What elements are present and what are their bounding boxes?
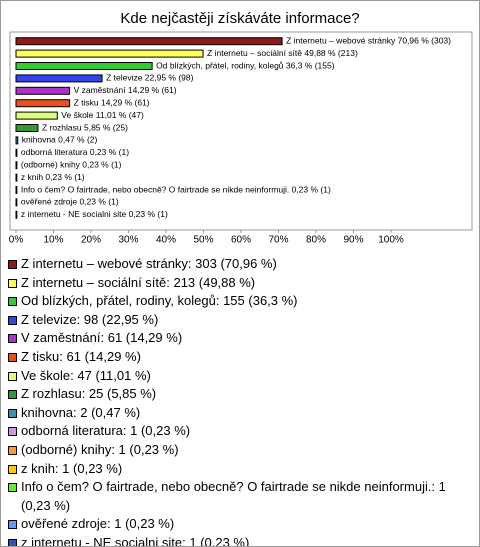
legend-label: odborná literatura: 1 (0,23 %) [21, 423, 191, 439]
legend-label: V zaměstnání: 61 (14,29 %) [21, 330, 183, 346]
legend-swatch [8, 445, 17, 455]
x-tick-label: 70% [268, 235, 288, 246]
bar [15, 37, 283, 46]
legend-label: (odborné) knihy: 1 (0,23 %) [21, 441, 179, 457]
bar-label: z internetu - NE socialni site 0,23 % (1… [21, 209, 168, 219]
legend-label: Od blízkých, přátel, rodiny, kolegů: 155… [21, 293, 298, 309]
x-tick-label: 10% [43, 235, 63, 246]
x-tick-label: 20% [81, 235, 101, 246]
bar-label: Z rozhlasu 5,85 % (25) [42, 122, 128, 132]
legend-item: Od blízkých, přátel, rodiny, kolegů: 155… [7, 292, 473, 311]
legend-item: ověřené zdroje: 1 (0,23 %) [7, 515, 473, 534]
legend: Z internetu – webové stránky: 303 (70,96… [7, 255, 473, 547]
legend-label: Z televize: 98 (22,95 %) [21, 311, 159, 327]
legend-swatch [8, 315, 17, 325]
legend-label: Ve škole: 47 (11,01 %) [21, 367, 151, 383]
bar [15, 173, 18, 182]
legend-swatch [8, 352, 17, 362]
bar [15, 186, 18, 194]
legend-label: knihovna: 2 (0,47 %) [21, 404, 141, 420]
legend-item: Z internetu – sociální sítě: 213 (49,88 … [7, 274, 473, 293]
legend-label: z knih: 1 (0,23 %) [21, 460, 123, 476]
bar-label: z knih 0,23 % (1) [21, 172, 85, 182]
x-tick-label: 30% [118, 235, 138, 246]
legend-item: odborná literatura: 1 (0,23 %) [7, 422, 473, 441]
legend-item: z knih: 1 (0,23 %) [7, 460, 473, 479]
legend-swatch [8, 483, 17, 493]
legend-label: z internetu - NE socialni site: 1 (0,23 … [21, 534, 250, 547]
legend-item: Ve škole: 47 (11,01 %) [7, 367, 473, 386]
bar-label: Od blízkých, přátel, rodiny, kolegů 36,3… [156, 60, 335, 70]
bar-label: Ve škole 11,01 % (47) [61, 110, 144, 120]
x-tick-label: 0% [9, 235, 24, 246]
bar [15, 62, 153, 70]
bar [15, 136, 19, 145]
bar-label: Z internetu – sociální sítě 49,88 % (213… [207, 48, 358, 58]
bar [15, 111, 58, 120]
bar-label: Z televize 22,95 % (98) [106, 73, 194, 83]
x-tick-label: 80% [306, 235, 326, 246]
legend-swatch [8, 371, 17, 381]
bar [15, 124, 39, 132]
legend-swatch [8, 464, 17, 474]
legend-item: knihovna: 2 (0,47 %) [7, 404, 473, 423]
legend-label: Z internetu – webové stránky: 303 (70,96… [21, 256, 277, 271]
bar [15, 210, 18, 219]
legend-item: Z rozhlasu: 25 (5,85 %) [7, 385, 473, 404]
legend-swatch [8, 390, 17, 400]
legend-swatch [8, 260, 17, 269]
legend-label: Z internetu – sociální sítě: 213 (49,88 … [21, 274, 256, 290]
legend-item: Z tisku: 61 (14,29 %) [7, 348, 473, 367]
bar-label: V zaměstnání 14,29 % (61) [74, 85, 177, 95]
legend-item: Z televize: 98 (22,95 %) [7, 311, 473, 330]
chart: Kde nejčastěji získáváte informace? 0% 10… [9, 10, 473, 246]
bar-label: (odborné) knihy 0,23 % (1) [21, 159, 122, 169]
x-tick-label: 40% [156, 235, 176, 246]
legend-swatch [8, 538, 17, 546]
bar [15, 99, 71, 108]
x-tick-label: 100% [378, 235, 404, 246]
x-tick-label: 50% [193, 235, 213, 246]
bar [15, 161, 18, 170]
x-tick-label: 90% [343, 235, 363, 246]
bar-label: odborná literatura 0,23 % (1) [21, 147, 129, 157]
legend-label: Z tisku: 61 (14,29 %) [21, 348, 141, 364]
legend-swatch [8, 427, 17, 437]
legend-label: Info o čem? O fairtrade, nebo obecně? O … [21, 479, 446, 513]
bar [15, 148, 18, 157]
legend-item: Z internetu – webové stránky: 303 (70,96… [7, 255, 473, 274]
bar-label: Z internetu – webové stránky 70,96 % (30… [286, 35, 451, 45]
legend-item: V zaměstnání: 61 (14,29 %) [7, 329, 473, 348]
bar-label: knihovna 0,47 % (2) [22, 135, 98, 145]
bar [15, 86, 71, 95]
legend-item: Info o čem? O fairtrade, nebo obecně? O … [7, 478, 473, 515]
legend-swatch [8, 278, 17, 288]
bar [15, 49, 204, 58]
legend-item: z internetu - NE socialni site: 1 (0,23 … [7, 534, 473, 547]
bar-label: Info o čem? O fairtrade, nebo obecně? O … [21, 184, 331, 194]
legend-swatch [8, 297, 17, 307]
legend-swatch [8, 334, 17, 344]
legend-item: (odborné) knihy: 1 (0,23 %) [7, 441, 473, 460]
chart-title: Kde nejčastěji získáváte informace? [120, 10, 359, 27]
legend-swatch [8, 520, 17, 530]
bar-label: ověřené zdroje 0,23 % (1) [21, 197, 119, 207]
bar [15, 74, 103, 83]
x-tick-label: 60% [231, 235, 251, 246]
legend-label: ověřené zdroje: 1 (0,23 %) [21, 516, 175, 532]
legend-label: Z rozhlasu: 25 (5,85 %) [21, 386, 157, 402]
bar-label: Z tisku 14,29 % (61) [74, 97, 150, 107]
bar [15, 198, 18, 207]
legend-swatch [8, 408, 17, 418]
